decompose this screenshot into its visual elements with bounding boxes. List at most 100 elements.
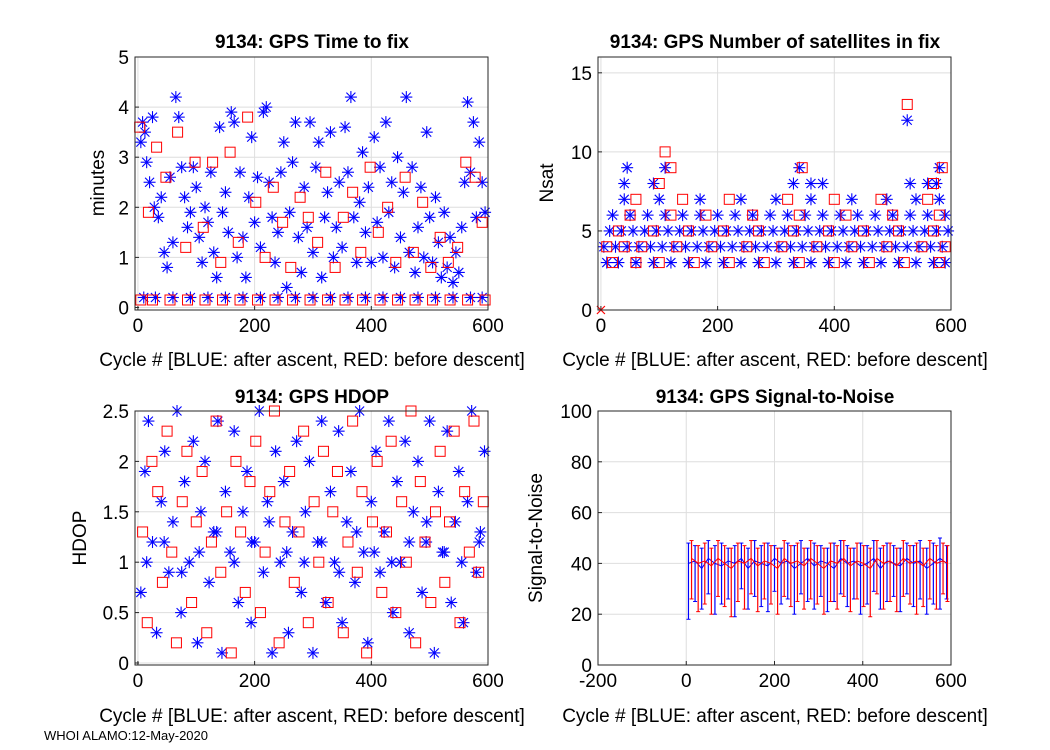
asterisk-stroke [674, 226, 685, 236]
x-tick-label: 600 [472, 671, 504, 692]
data-point-asterisk [219, 291, 232, 304]
chart-title: 9134: GPS Signal-to-Noise [656, 387, 895, 408]
data-point-asterisk [225, 106, 238, 119]
data-point-square [419, 536, 431, 548]
asterisk-stroke [417, 587, 427, 598]
data-point-asterisk [612, 256, 625, 269]
asterisk-stroke [350, 577, 360, 588]
asterisk-stroke [159, 537, 170, 547]
data-point-asterisk [234, 166, 247, 179]
data-point-square [259, 251, 271, 263]
asterisk-stroke [430, 192, 441, 203]
data-point-asterisk [793, 161, 806, 174]
asterisk-stroke [299, 557, 310, 568]
data-point-square [235, 526, 247, 538]
asterisk-stroke [141, 157, 152, 168]
asterisk-stroke [448, 292, 458, 303]
data-point-asterisk [606, 209, 619, 222]
asterisk-stroke [648, 178, 659, 189]
asterisk-stroke [616, 226, 627, 236]
data-point-square [356, 486, 368, 498]
data-point-asterisk [478, 445, 491, 458]
data-point-square [376, 586, 388, 598]
asterisk-stroke [806, 257, 816, 268]
data-point-square [671, 241, 683, 253]
asterisk-stroke [273, 292, 283, 303]
data-point-square [207, 156, 219, 168]
data-point-asterisk [641, 209, 654, 222]
data-point-asterisk [269, 445, 282, 458]
data-point-asterisk [764, 209, 777, 222]
asterisk-stroke [220, 486, 231, 497]
data-point-asterisk [787, 256, 800, 269]
data-point-square [250, 435, 262, 447]
data-point-asterisk [158, 536, 171, 549]
x-tick-label: 200 [239, 316, 271, 337]
data-point-asterisk [236, 505, 249, 518]
asterisk-stroke [404, 627, 415, 638]
asterisk-stroke [937, 241, 948, 252]
data-point-asterisk [193, 546, 206, 559]
asterisk-stroke [333, 426, 344, 437]
data-point-asterisk [146, 536, 159, 549]
data-point-asterisk [732, 224, 745, 237]
data-point-asterisk [348, 576, 361, 589]
asterisk-stroke [366, 257, 377, 268]
asterisk-stroke [235, 167, 245, 178]
axes-frame [134, 56, 489, 311]
data-series [596, 98, 955, 315]
data-point-asterisk [446, 276, 459, 289]
data-point-asterisk [140, 556, 153, 569]
asterisk-stroke [633, 241, 644, 252]
data-point-asterisk [816, 209, 829, 222]
data-point-square [164, 294, 176, 306]
data-point-asterisk [324, 291, 337, 304]
data-point-square [331, 465, 343, 477]
data-point-square [811, 241, 823, 253]
data-point-square [916, 241, 928, 253]
data-point-asterisk [653, 193, 666, 206]
asterisk-stroke [249, 217, 260, 228]
asterisk-stroke [261, 102, 272, 112]
asterisk-stroke [278, 476, 289, 487]
asterisk-stroke [255, 242, 266, 253]
asterisk-stroke [150, 292, 161, 303]
data-point-square [459, 486, 471, 498]
data-point-square [410, 637, 422, 649]
asterisk-stroke [232, 252, 242, 263]
asterisk-stroke [270, 446, 281, 457]
data-point-asterisk [269, 256, 282, 269]
data-point-asterisk [292, 231, 305, 244]
data-point-square [156, 576, 168, 588]
asterisk-stroke [849, 226, 860, 236]
asterisk-stroke [765, 210, 776, 221]
data-point-square [322, 294, 334, 306]
data-point-square [182, 294, 194, 306]
asterisk-stroke [648, 257, 659, 268]
asterisk-stroke [329, 557, 340, 568]
data-point-square [417, 196, 429, 208]
asterisk-stroke [287, 157, 298, 168]
asterisk-stroke [316, 537, 327, 547]
asterisk-stroke [439, 207, 450, 218]
data-point-asterisk [299, 505, 312, 518]
data-point-asterisk [790, 224, 803, 237]
data-point-square [372, 226, 384, 238]
asterisk-stroke [363, 182, 374, 193]
data-point-square [399, 171, 411, 183]
data-point-asterisk [271, 291, 284, 304]
asterisk-stroke [701, 257, 711, 268]
data-point-asterisk [184, 206, 197, 219]
asterisk-stroke [267, 648, 278, 658]
data-point-asterisk [749, 240, 762, 253]
data-point-asterisk [473, 136, 486, 149]
data-point-square [665, 209, 677, 221]
asterisk-stroke [223, 227, 234, 238]
asterisk-stroke [477, 292, 488, 303]
asterisk-stroke [381, 117, 391, 128]
data-point-square [607, 257, 619, 269]
data-point-asterisk [662, 224, 675, 237]
data-point-asterisk [344, 91, 357, 104]
data-point-square [828, 193, 840, 205]
data-point-asterisk [295, 586, 308, 599]
